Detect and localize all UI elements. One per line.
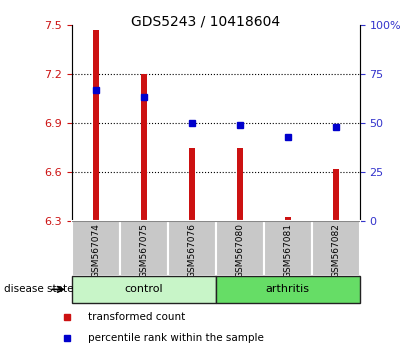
- Text: control: control: [125, 284, 163, 295]
- Bar: [93, 30, 99, 221]
- Text: GSM567082: GSM567082: [331, 223, 340, 278]
- Text: percentile rank within the sample: percentile rank within the sample: [88, 333, 264, 343]
- Bar: [72, 276, 216, 303]
- Text: disease state: disease state: [4, 284, 74, 295]
- Bar: [312, 221, 360, 276]
- Bar: [264, 221, 312, 276]
- Text: arthritis: arthritis: [266, 284, 310, 295]
- Bar: [216, 221, 264, 276]
- Bar: [333, 169, 339, 221]
- Text: GDS5243 / 10418604: GDS5243 / 10418604: [131, 14, 280, 28]
- Bar: [168, 221, 216, 276]
- Bar: [189, 148, 195, 221]
- Bar: [141, 74, 147, 221]
- Bar: [237, 148, 242, 221]
- Text: GSM567080: GSM567080: [235, 223, 244, 278]
- Text: transformed count: transformed count: [88, 312, 186, 322]
- Text: GSM567076: GSM567076: [187, 223, 196, 278]
- Bar: [120, 221, 168, 276]
- Text: GSM567075: GSM567075: [139, 223, 148, 278]
- Text: GSM567081: GSM567081: [283, 223, 292, 278]
- Bar: [216, 276, 360, 303]
- Bar: [285, 217, 291, 221]
- Bar: [72, 221, 120, 276]
- Text: GSM567074: GSM567074: [91, 223, 100, 278]
